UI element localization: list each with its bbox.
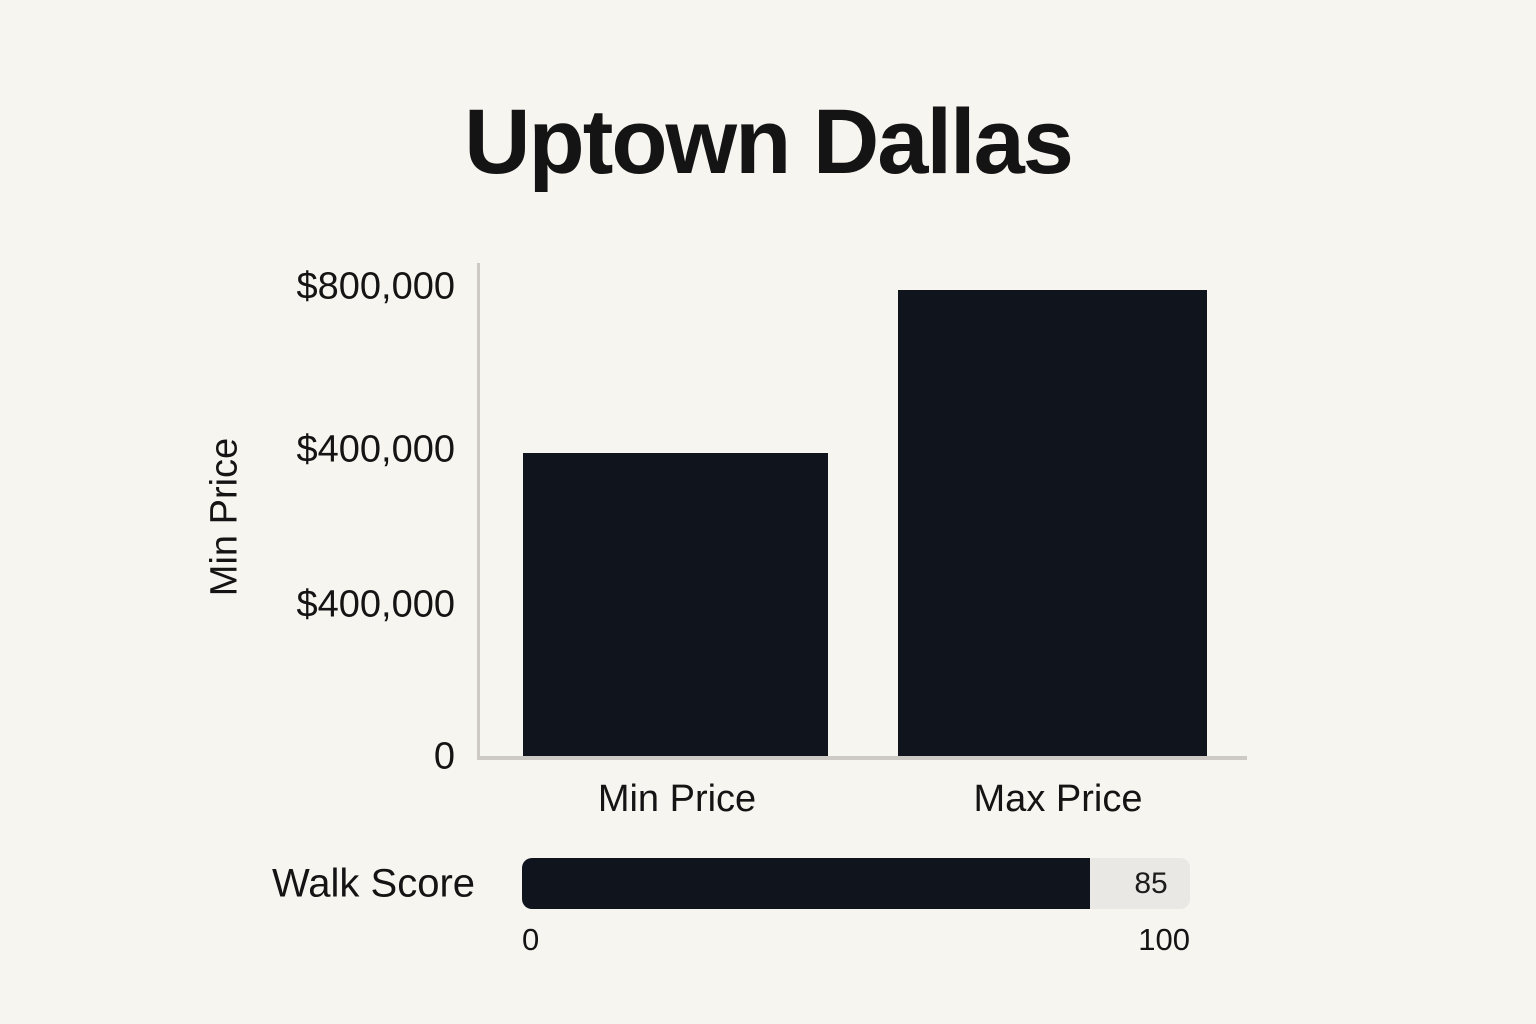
y-tick-400k-upper: $400,000 — [296, 428, 456, 471]
walk-score-label: Walk Score — [272, 861, 476, 906]
bar-min-price — [523, 453, 828, 756]
walk-score-scale-min: 0 — [522, 922, 540, 957]
y-tick-400k-lower: $400,000 — [296, 583, 456, 626]
walk-score-track: 85 — [522, 858, 1190, 909]
y-axis-label: Min Price — [203, 437, 246, 597]
walk-score-fill-bar — [522, 858, 1090, 909]
y-tick-zero: 0 — [433, 735, 455, 778]
x-axis-line — [477, 756, 1247, 760]
y-axis-line — [477, 263, 480, 760]
x-label-min-price: Min Price — [597, 778, 757, 820]
walk-score-value-badge: 85 — [1112, 858, 1190, 909]
walk-score-scale-max: 100 — [1138, 922, 1190, 957]
page-title: Uptown Dallas — [464, 91, 1074, 193]
x-label-max-price: Max Price — [973, 778, 1143, 820]
y-tick-800k: $800,000 — [296, 265, 456, 308]
bar-max-price — [898, 290, 1207, 756]
